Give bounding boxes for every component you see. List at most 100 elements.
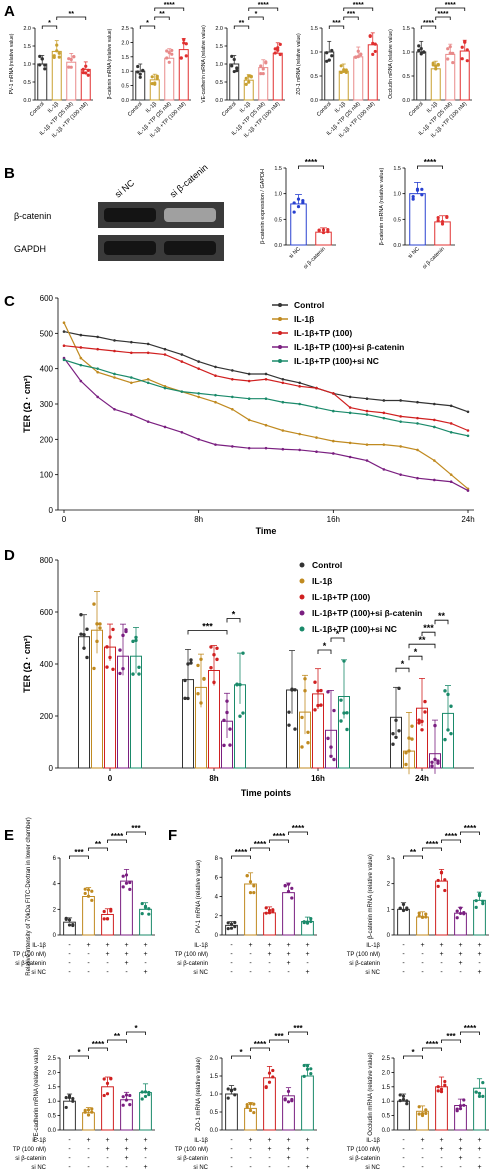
data-point [292,210,296,214]
table-row-label: si β-catenin [349,1156,380,1162]
legend-label: IL-1β+TP (100)+si NC [312,624,397,634]
table-mark: - [268,969,271,976]
data-point [183,696,187,701]
table-mark: - [87,1146,90,1153]
data-point [416,448,419,452]
data-point [233,920,237,925]
data-point [111,667,115,671]
table-mark: - [440,1164,443,1171]
table-row-label: IL-1β [366,943,380,949]
data-point [465,59,469,63]
y-tick-label: 4 [215,895,219,901]
data-point [226,921,230,925]
significance-bracket [269,1039,289,1043]
legend-marker [278,359,282,363]
data-point [247,80,251,84]
y-tick-label: 0.0 [48,1128,57,1134]
data-point [165,49,169,53]
data-point [417,911,421,915]
table-mark: - [68,942,71,949]
data-point [150,75,154,79]
data-point [415,187,420,191]
data-point [105,1092,110,1096]
data-point [344,70,348,75]
data-point [290,1097,294,1102]
bar [164,57,175,101]
data-point [466,429,470,432]
data-point [82,646,86,650]
significance-bracket [226,618,241,623]
data-point [247,379,251,383]
data-point [67,918,72,922]
y-axis-label: PV-1 mRNA (relative value) [9,33,15,94]
bar [435,1086,448,1131]
data-point [230,64,234,68]
table-mark: + [439,1146,443,1153]
data-point [439,871,444,875]
significance-bracket [88,1047,108,1051]
y-tick-label: 1.0 [23,62,31,68]
data-point [196,692,200,696]
data-point [121,1103,125,1107]
data-point [344,68,348,72]
y-axis-label: PV-1 mRNA (relative value) [196,860,202,933]
data-point [43,67,47,71]
western-blot: si NC si β-catenin β-catenin GAPDH [14,162,224,261]
data-point [130,351,133,355]
data-point [405,1102,409,1106]
y-tick-label: 600 [40,608,54,617]
data-point [222,718,226,723]
data-point [136,64,140,69]
data-point [449,404,453,408]
data-point [109,907,113,911]
data-point [130,413,133,416]
data-point [466,410,470,414]
data-point [303,689,307,693]
data-point [436,218,440,223]
data-point [233,925,237,929]
data-point [424,1111,428,1115]
data-point [197,360,200,363]
data-point [67,65,71,69]
data-point [296,205,301,209]
data-point [458,906,463,910]
data-point [398,906,402,910]
data-point [300,745,304,749]
significance-label: ** [410,848,417,857]
data-point [259,72,263,76]
data-point [423,699,427,704]
data-point [342,659,346,663]
data-point [264,397,268,401]
table-mark: - [402,1146,405,1153]
table-mark: - [478,1155,481,1162]
table-mark: + [105,1146,109,1153]
data-point [86,73,90,77]
legend-marker [278,317,282,321]
significance-label: * [323,641,327,651]
data-point [422,50,426,54]
data-point [113,349,116,353]
data-point [399,420,402,423]
table-mark: - [249,951,252,958]
data-point [183,678,187,683]
legend-label: IL-1β+TP (100)+si β-catenin [312,608,422,618]
y-tick-label: 0.5 [274,217,282,223]
data-point [267,908,272,912]
y-tick-label: 1.5 [48,1085,57,1091]
bar [409,193,426,246]
table-mark: - [440,960,443,967]
data-point [399,399,402,402]
significance-bracket [343,7,374,11]
data-point [430,760,434,764]
data-point [249,75,253,79]
bar [82,896,95,936]
data-point [146,342,150,346]
data-point [458,911,463,916]
data-point [481,902,485,906]
data-point [121,885,125,889]
y-tick-label: 0.5 [121,84,129,90]
x-tick-label: 16h [327,515,340,524]
data-point [86,894,91,898]
data-point [330,48,334,53]
data-point [81,67,85,71]
